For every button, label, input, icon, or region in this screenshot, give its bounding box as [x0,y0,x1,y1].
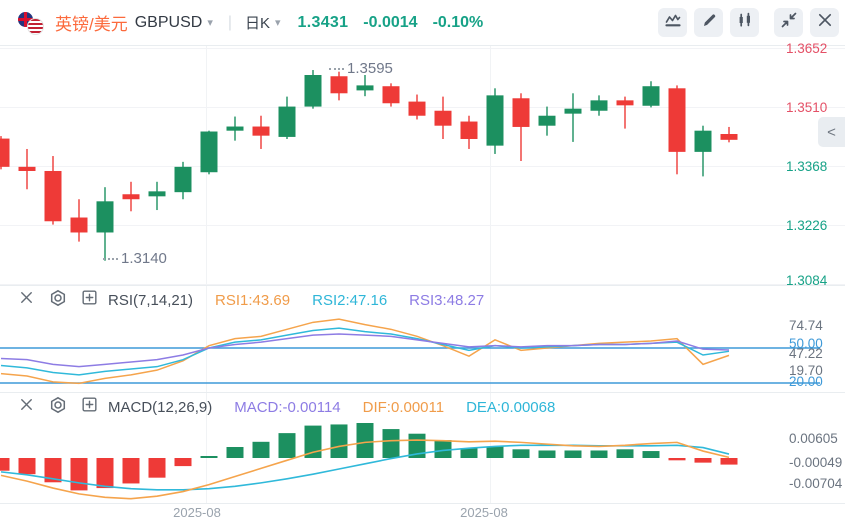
rsi2-value: RSI2:47.16 [312,291,388,309]
macd-title: MACD(12,26,9) [108,398,213,416]
chart-toolbar [658,8,839,37]
settings-gear-icon [49,289,67,312]
last-price: 1.3431 [297,13,349,31]
close-icon [18,289,35,311]
rsi-title: RSI(7,14,21) [108,291,194,309]
top-bar: 英镑/美元 GBPUSD ▾ | 日K ▾ 1.3431 -0.0014 -0.… [0,0,845,45]
close-icon [817,12,833,33]
time-tick: 2025-08 [173,505,221,519]
line-chart-icon [664,12,681,33]
macd-axis-min: -0.00704 [789,476,843,491]
macd-close-button[interactable] [18,396,35,418]
macd-expand-button[interactable] [81,396,98,418]
collapse-chart-button[interactable] [774,8,803,37]
panel-separator [0,285,845,286]
collapse-axis-button[interactable]: < [818,117,845,147]
header-divider: | [227,13,232,31]
macd-axis-max: 0.00605 [789,431,838,446]
vertical-gridline [490,46,491,503]
rsi-settings-button[interactable] [49,289,67,312]
low-annotation: 1.3140 [103,250,167,267]
price-gridline [0,48,845,49]
rsi-close-button[interactable] [18,289,35,311]
close-icon [18,396,35,418]
price-tick: 1.3510 [786,100,828,115]
interval-label: 日K [245,15,271,32]
price-tick: 1.3368 [786,159,828,174]
interval-selector[interactable]: 日K ▾ [245,12,281,33]
pencil-icon [701,12,717,33]
expand-plus-icon [81,396,98,418]
macd-settings-button[interactable] [49,396,67,419]
candlestick-icon [737,12,753,33]
candlestick-panel[interactable]: 1.3595 1.3140 1.3652 1.3510 1.3368 1.322… [0,41,845,288]
header-separator [0,45,845,46]
dotted-leader [329,67,344,70]
symbol-selector[interactable]: GBPUSD ▾ [135,14,213,32]
shrink-icon [781,12,797,33]
rsi1-value: RSI1:43.69 [215,291,291,309]
rsi3-value: RSI3:48.27 [409,291,485,309]
dif-value: DIF:0.00011 [362,398,445,416]
chevron-down-icon: ▾ [275,17,281,29]
rsi-axis-min: 19.70 [789,363,823,378]
macd-header: MACD(12,26,9) MACD:-0.00114 DIF:0.00011 … [0,396,555,418]
vertical-gridline [206,46,207,503]
price-change: -0.0014 [363,13,418,31]
price-tick: 1.3084 [786,273,828,288]
rsi-level-50: 50.00 [789,336,823,351]
draw-button[interactable] [694,8,723,37]
rsi-panel[interactable]: RSI(7,14,21) RSI1:43.69 RSI2:47.16 RSI3:… [0,285,845,392]
price-gridline [0,284,845,285]
price-tick: 1.3226 [786,218,828,233]
price-change-pct: -0.10% [432,13,484,31]
chart-style-button[interactable] [658,8,687,37]
indicator-button[interactable] [730,8,759,37]
panel-separator [0,392,845,393]
symbol-label: GBPUSD [134,13,203,31]
rsi-level-20: 20.00 [789,374,823,389]
rsi-plot[interactable] [0,285,845,392]
gbpusd-flag-icon [18,11,48,35]
candlestick-plot[interactable] [0,45,845,285]
rsi-axis-max: 74.74 [789,318,823,333]
pair-name-cn: 英镑/美元 [55,15,128,34]
macd-panel[interactable]: MACD(12,26,9) MACD:-0.00114 DIF:0.00011 … [0,392,845,503]
rsi-header: RSI(7,14,21) RSI1:43.69 RSI2:47.16 RSI3:… [0,289,484,311]
price-gridline [0,225,845,226]
axis-separator [0,503,845,504]
price-gridline [0,166,845,167]
dea-value: DEA:0.00068 [466,398,556,416]
close-chart-button[interactable] [810,8,839,37]
time-tick: 2025-08 [460,505,508,519]
rsi-expand-button[interactable] [81,289,98,311]
settings-gear-icon [49,396,67,419]
rsi-axis-mid: 47.22 [789,346,823,361]
expand-plus-icon [81,289,98,311]
macd-plot[interactable] [0,392,845,503]
macd-axis-mid: -0.00049 [789,455,843,470]
price-tick: 1.3652 [786,41,828,56]
dotted-leader [103,257,118,260]
macd-value: MACD:-0.00114 [234,398,341,416]
high-annotation: 1.3595 [329,60,393,77]
chevron-down-icon: ▾ [207,17,213,29]
